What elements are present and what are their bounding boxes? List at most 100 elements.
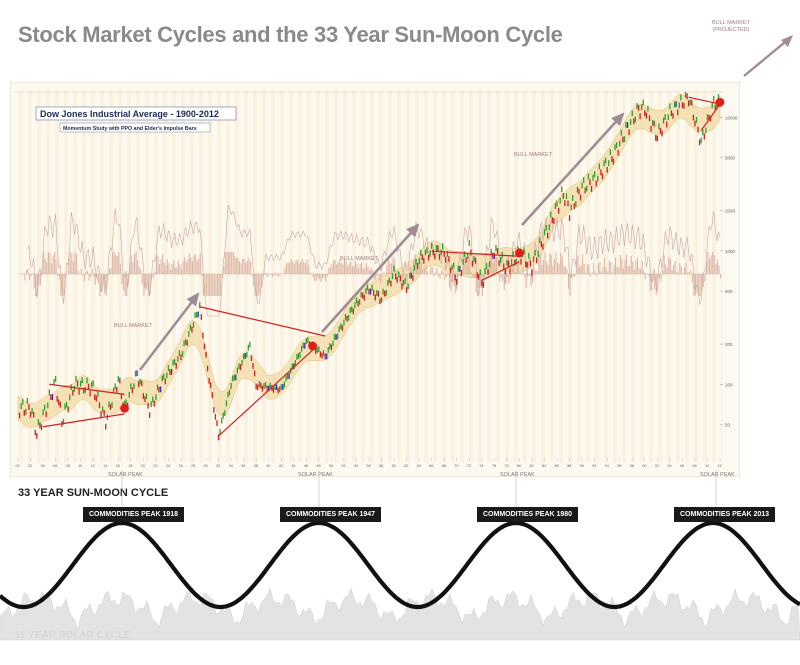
ppo-histogram-bar: [130, 255, 132, 274]
x-tick-label: 06: [53, 464, 57, 468]
ppo-histogram-bar: [674, 260, 676, 274]
ppo-histogram-bar: [436, 267, 438, 274]
ppo-histogram-bar: [332, 260, 335, 274]
ppo-histogram-bar: [536, 270, 538, 274]
x-tick-label: 76: [492, 464, 496, 468]
ppo-histogram-bar: [450, 274, 452, 292]
ppo-histogram-bar: [124, 274, 126, 296]
ppo-histogram-bar: [101, 274, 103, 293]
ppo-histogram-bar: [293, 263, 295, 274]
x-tick-label: 10: [78, 464, 82, 468]
ppo-histogram-bar: [616, 266, 618, 274]
ppo-histogram-bar: [649, 274, 651, 291]
ppo-histogram-bar: [430, 266, 432, 274]
ppo-histogram-bar: [644, 274, 646, 280]
ppo-histogram-bar: [140, 269, 142, 274]
x-tick-label: 04: [41, 464, 45, 468]
ppo-histogram-bar: [453, 274, 455, 287]
ppo-histogram-bar: [531, 274, 534, 283]
ppo-histogram-bar: [666, 267, 668, 274]
ppo-histogram-bar: [248, 257, 250, 274]
ppo-histogram-bar: [274, 272, 277, 274]
ppo-histogram-bar: [527, 274, 529, 278]
ppo-histogram-bar: [202, 274, 205, 296]
ppo-histogram-bar: [547, 264, 549, 274]
ppo-histogram-bar: [619, 254, 621, 274]
ppo-histogram-bar: [361, 262, 363, 274]
ppo-histogram-bar: [395, 269, 397, 274]
ppo-histogram-bar: [442, 272, 444, 274]
ppo-histogram-bar: [343, 259, 346, 274]
ppo-histogram-bar: [152, 274, 154, 278]
ppo-histogram-bar: [331, 264, 333, 274]
ppo-histogram-bar: [359, 264, 361, 274]
ppo-histogram-bar: [431, 267, 433, 274]
sun-moon-sine-wave: [0, 520, 800, 610]
ppo-histogram-bar: [448, 274, 451, 288]
ppo-histogram-bar: [88, 274, 90, 281]
ppo-histogram-bar: [347, 266, 349, 274]
ppo-histogram-bar: [694, 274, 697, 296]
ppo-histogram-bar: [492, 263, 494, 274]
ppo-histogram-bar: [613, 265, 615, 274]
ppo-histogram-bar: [209, 274, 211, 296]
ppo-histogram-bar: [193, 255, 195, 274]
ppo-histogram-bar: [133, 253, 136, 274]
ppo-histogram-bar: [127, 274, 129, 284]
ppo-histogram-bar: [115, 254, 117, 274]
ppo-histogram-bar: [126, 274, 128, 296]
x-tick-label: 02: [28, 464, 32, 468]
ppo-histogram-bar: [204, 274, 206, 296]
solar-peak-label-4: SOLAR PEAK: [700, 472, 735, 478]
ppo-histogram-bar: [185, 262, 187, 274]
ppo-histogram-bar: [535, 270, 537, 274]
arrow-shaft: [138, 293, 200, 371]
ppo-histogram-bar: [348, 263, 350, 274]
ppo-histogram-bar: [227, 252, 230, 274]
ppo-histogram-bar: [510, 274, 512, 280]
ppo-histogram-bar: [677, 273, 679, 274]
ppo-histogram-bar: [110, 267, 112, 274]
ppo-histogram-bar: [455, 274, 457, 294]
ppo-histogram-bar: [441, 269, 443, 274]
x-tick-label: 42: [279, 464, 283, 468]
ppo-histogram-bar: [525, 274, 527, 288]
x-tick-label: 56: [367, 464, 371, 468]
ppo-histogram-bar: [340, 263, 342, 274]
ppo-histogram-bar: [55, 259, 57, 274]
ppo-histogram-bar: [113, 252, 115, 274]
ppo-histogram-bar: [336, 264, 338, 274]
ppo-histogram-bar: [25, 269, 27, 274]
ppo-histogram-bar: [713, 254, 715, 274]
ppo-histogram-bar: [428, 274, 430, 275]
ppo-histogram-bar: [105, 274, 107, 296]
ppo-histogram-bar: [572, 274, 574, 277]
ppo-histogram-bar: [33, 274, 35, 289]
x-tick-label: 84: [542, 464, 546, 468]
ppo-histogram-bar: [39, 274, 42, 286]
ppo-histogram-bar: [633, 269, 635, 274]
ppo-histogram-bar: [500, 274, 502, 278]
ppo-histogram-bar: [90, 274, 92, 278]
ppo-histogram-bar: [495, 257, 498, 274]
ppo-histogram-bar: [387, 256, 389, 274]
ppo-histogram-bar: [480, 274, 482, 288]
ppo-histogram-bar: [494, 256, 496, 274]
ppo-histogram-bar: [187, 259, 189, 274]
ppo-histogram-bar: [38, 274, 40, 286]
y-tick-label: 100: [725, 382, 733, 387]
ppo-histogram-bar: [550, 255, 552, 274]
ppo-histogram-bar: [580, 265, 582, 274]
commodities-peak-1980: COMMODITIES PEAK 1980: [477, 507, 579, 522]
ppo-histogram-bar: [162, 254, 164, 274]
ppo-histogram-bar: [311, 274, 313, 275]
x-tick-label: 16: [116, 464, 120, 468]
ppo-histogram-bar: [582, 254, 584, 274]
bull-market-label-3: BULL MARKET: [514, 152, 553, 158]
ppo-line: [27, 204, 721, 317]
ppo-histogram-bar: [578, 267, 581, 274]
ppo-histogram-bar: [43, 252, 45, 274]
ppo-histogram-bar: [511, 264, 513, 274]
ppo-histogram-bar: [530, 274, 532, 287]
ppo-histogram-bar: [168, 263, 170, 274]
